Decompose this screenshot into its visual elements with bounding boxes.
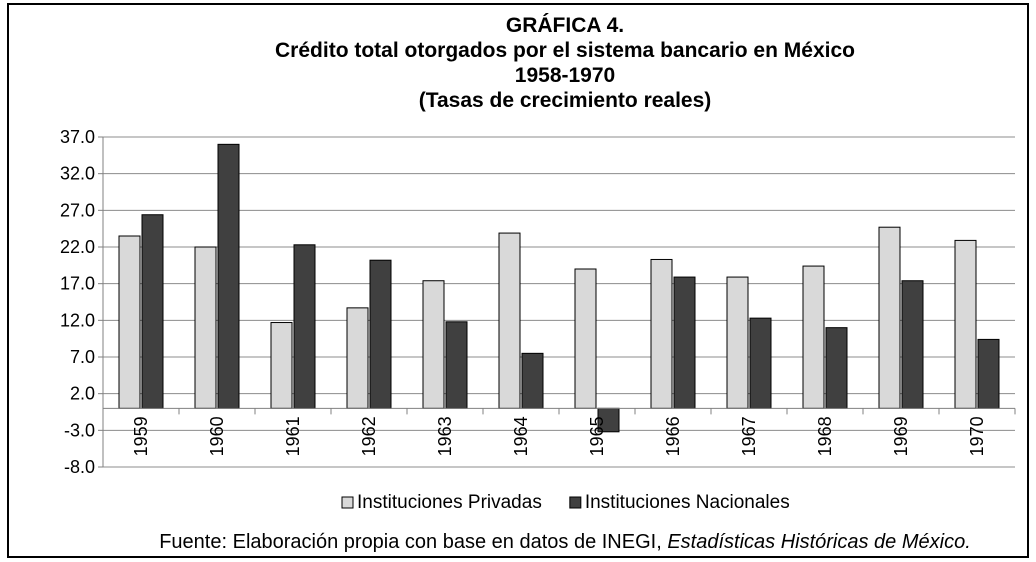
x-tick-label: 1962 [359,416,379,456]
bar [521,352,544,409]
legend-swatch [341,496,354,509]
x-tick-label: 1970 [967,416,987,456]
bar [217,143,240,409]
bar [346,307,369,409]
bar [673,276,696,409]
bar [445,321,468,409]
x-tick-label: 1967 [739,416,759,456]
bar [977,338,1000,409]
legend-swatch [569,496,582,509]
chart-title: Crédito total otorgados por el sistema b… [275,39,855,62]
legend-label: Instituciones Nacionales [585,492,790,513]
y-tick-label: -8.0 [64,457,95,477]
bar [498,232,521,409]
source-text: Fuente: Elaboración propia con base en d… [159,531,667,553]
bar [749,317,772,409]
x-tick-label: 1961 [283,416,303,456]
bar [650,258,673,409]
y-tick-label: 17.0 [60,274,95,294]
bar [141,214,164,409]
x-tick-label: 1966 [663,416,683,456]
x-tick-label: 1968 [815,416,835,456]
x-tick-label: 1960 [207,416,227,456]
y-tick-label: 32.0 [60,164,95,184]
legend-label: Instituciones Privadas [357,492,542,513]
x-tick-label: 1959 [131,416,151,456]
bar [574,268,597,409]
bar [194,246,217,409]
bar [369,259,392,409]
bar [726,276,749,409]
x-tick-label: 1964 [511,416,531,456]
y-tick-label: 7.0 [70,347,95,367]
y-tick-label: 22.0 [60,237,95,257]
source-italic: Estadísticas Históricas de México. [667,531,970,553]
bar [825,327,848,409]
y-tick-label: 27.0 [60,200,95,220]
y-tick-label: 37.0 [60,127,95,147]
y-tick-label: 12.0 [60,310,95,330]
bar [270,322,293,409]
x-tick-label: 1965 [587,416,607,456]
chart-title: GRÁFICA 4. [506,14,624,37]
bar [901,280,924,409]
y-tick-label: 2.0 [70,384,95,404]
bar [118,235,141,409]
x-tick-label: 1963 [435,416,455,456]
bar [878,226,901,409]
bar [954,239,977,409]
bar [422,280,445,409]
bar [802,265,825,409]
chart-title: 1958-1970 [515,64,615,87]
source-note: Fuente: Elaboración propia con base en d… [159,531,971,553]
chart-title: (Tasas de crecimiento reales) [419,89,712,112]
y-tick-label: -3.0 [64,420,95,440]
bar [293,244,316,409]
x-tick-label: 1969 [891,416,911,456]
